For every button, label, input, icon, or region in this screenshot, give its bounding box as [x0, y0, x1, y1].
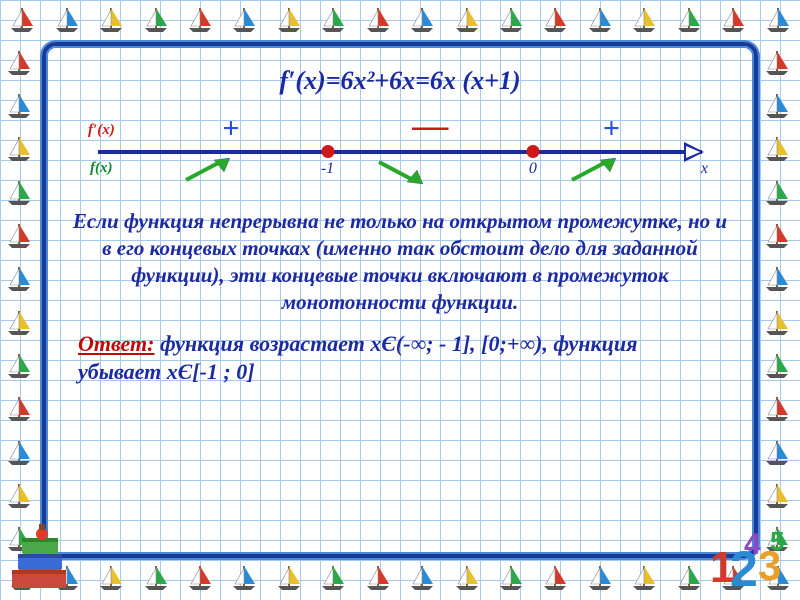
critical-point [526, 145, 539, 158]
answer-text: функция возрастает xЄ(-∞; - 1], [0;+∞), … [78, 331, 637, 385]
trend-arrow-up [184, 158, 230, 189]
critical-point-label: 0 [529, 160, 537, 178]
axis-arrowhead [684, 142, 704, 162]
sign-label: — [412, 104, 448, 146]
answer-label: Ответ: [78, 331, 154, 356]
books-icon [6, 524, 76, 594]
axis-line [98, 150, 702, 154]
number-line: f′(x) f(x) x -10+—+ [98, 116, 702, 194]
sign-label: + [603, 112, 620, 146]
formula: f′(x)=6x²+6x=6x (x+1) [68, 66, 732, 96]
explanation-paragraph: Если функция непрерывна не только на отк… [72, 208, 728, 316]
numbers-icon: 1 2 3 4 5 [704, 524, 794, 594]
f-label: f(x) [90, 160, 113, 177]
svg-text:4: 4 [744, 528, 761, 561]
svg-text:5: 5 [770, 526, 784, 556]
critical-point [321, 145, 334, 158]
x-axis-label: x [701, 160, 708, 178]
f-prime-label: f′(x) [88, 122, 115, 139]
sign-label: + [222, 112, 239, 146]
trend-arrow-up [570, 158, 616, 189]
slide-content: f′(x)=6x²+6x=6x (x+1) f′(x) f(x) x -1 0 + —… [58, 58, 742, 542]
trend-arrow-down [377, 158, 423, 189]
critical-point-label: -1 [321, 160, 334, 178]
answer-block: Ответ: функция возрастает xЄ(-∞; - 1], [… [78, 330, 722, 387]
